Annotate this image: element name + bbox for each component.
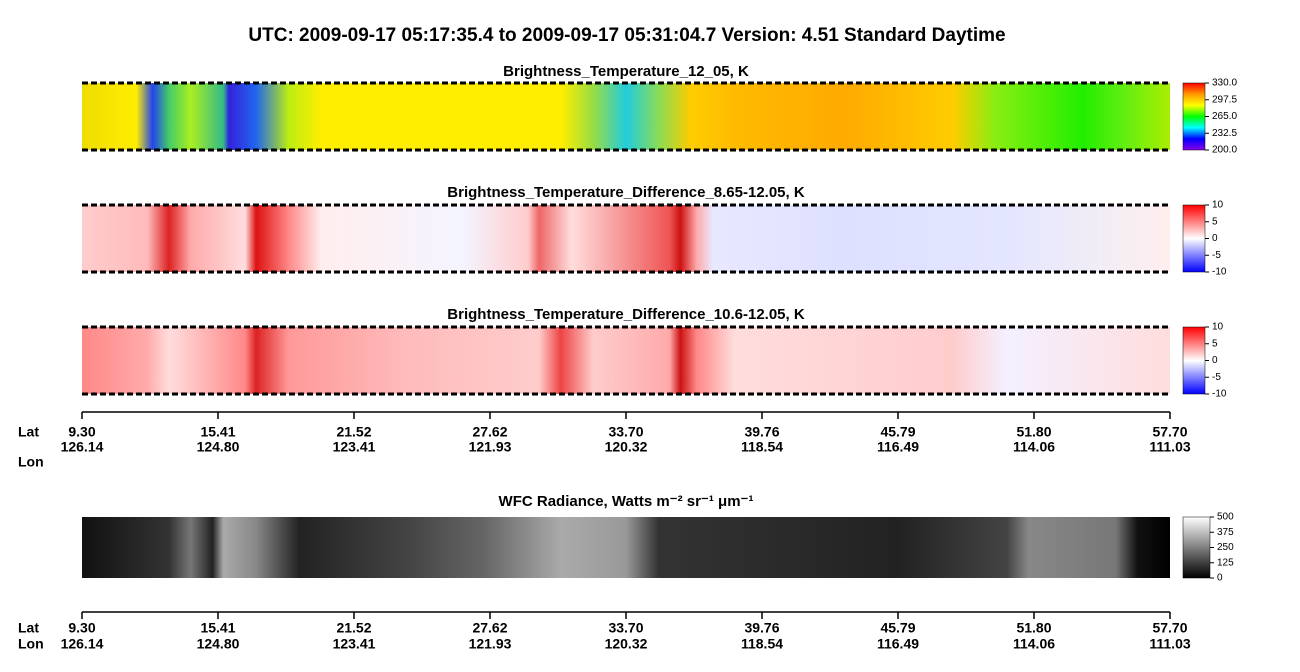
lat-label: 21.52 bbox=[336, 620, 371, 636]
colorbar bbox=[1182, 516, 1211, 579]
colorbar-tick-label: 5 bbox=[1212, 338, 1218, 349]
image-strip bbox=[82, 517, 1170, 578]
row-label: Lon bbox=[18, 636, 44, 652]
colorbar-tick-label: 375 bbox=[1217, 527, 1234, 538]
image-strip bbox=[82, 83, 1170, 150]
lat-label: 27.62 bbox=[472, 424, 507, 440]
colorbar-tick-label: 10 bbox=[1212, 322, 1224, 333]
panel-title: Brightness_Temperature_Difference_10.6-1… bbox=[447, 306, 805, 323]
lon-label: 111.03 bbox=[1149, 439, 1190, 455]
lat-label: 9.30 bbox=[68, 620, 95, 636]
colorbar-tick-label: 200.0 bbox=[1212, 145, 1237, 156]
lat-label: 21.52 bbox=[336, 424, 371, 440]
page-title: UTC: 2009-09-17 05:17:35.4 to 2009-09-17… bbox=[248, 25, 1005, 46]
lat-label: 51.80 bbox=[1016, 424, 1051, 440]
colorbar-tick-label: 232.5 bbox=[1212, 128, 1237, 139]
image-strip bbox=[82, 327, 1170, 394]
panel-title: WFC Radiance, Watts m⁻² sr⁻¹ μm⁻¹ bbox=[499, 493, 754, 510]
colorbar-tick-label: 125 bbox=[1217, 557, 1234, 568]
image-strip bbox=[82, 205, 1170, 272]
colorbar-tick-label: 330.0 bbox=[1212, 78, 1237, 89]
colorbar bbox=[1182, 82, 1206, 151]
lon-label: 120.32 bbox=[605, 439, 648, 455]
lon-label: 116.49 bbox=[877, 636, 919, 652]
lon-label: 116.49 bbox=[877, 439, 919, 455]
lon-label: 118.54 bbox=[741, 636, 783, 652]
colorbar bbox=[1182, 326, 1206, 395]
lat-label: 45.79 bbox=[880, 620, 915, 636]
lon-label: 121.93 bbox=[469, 439, 512, 455]
row-label: Lat bbox=[18, 620, 39, 636]
panel-title: Brightness_Temperature_12_05, K bbox=[503, 63, 749, 80]
lon-label: 123.41 bbox=[333, 439, 376, 455]
strip-borders bbox=[82, 81, 1170, 396]
lat-label: 39.76 bbox=[744, 424, 779, 440]
lat-label: 15.41 bbox=[200, 424, 235, 440]
lat-label: 57.70 bbox=[1152, 424, 1187, 440]
lon-label: 124.80 bbox=[197, 439, 240, 455]
lon-label: 124.80 bbox=[197, 636, 240, 652]
lat-label: 9.30 bbox=[68, 424, 95, 440]
lon-label: 126.14 bbox=[61, 439, 104, 455]
colorbar-tick-label: 500 bbox=[1217, 512, 1234, 523]
lat-label: 39.76 bbox=[744, 620, 779, 636]
colorbar bbox=[1182, 204, 1206, 273]
lat-label: 51.80 bbox=[1016, 620, 1051, 636]
lat-label: 15.41 bbox=[200, 620, 235, 636]
lon-label: 120.32 bbox=[605, 636, 648, 652]
lon-label: 123.41 bbox=[333, 636, 376, 652]
colorbar-tick-label: 0 bbox=[1217, 573, 1223, 584]
lat-label: 57.70 bbox=[1152, 620, 1187, 636]
lat-label: 33.70 bbox=[608, 620, 643, 636]
colorbar-tick-label: 265.0 bbox=[1212, 111, 1237, 122]
lat-label: 33.70 bbox=[608, 424, 643, 440]
colorbar-tick-label: -10 bbox=[1212, 389, 1227, 400]
lat-label: 45.79 bbox=[880, 424, 915, 440]
colorbar-tick-label: 297.5 bbox=[1212, 94, 1237, 105]
colorbar-tick-label: -5 bbox=[1212, 372, 1221, 383]
lon-label: 118.54 bbox=[741, 439, 783, 455]
colorbar-tick-label: 0 bbox=[1212, 355, 1218, 366]
colorbar-tick-label: 10 bbox=[1212, 200, 1224, 211]
panel-title: Brightness_Temperature_Difference_8.65-1… bbox=[447, 184, 805, 201]
row-label: Lat bbox=[18, 424, 39, 440]
lon-label: 126.14 bbox=[61, 636, 104, 652]
row-label: Lon bbox=[18, 454, 44, 470]
colorbar-tick-label: 5 bbox=[1212, 216, 1218, 227]
colorbar-tick-label: -5 bbox=[1212, 250, 1221, 261]
lat-label: 27.62 bbox=[472, 620, 507, 636]
colorbar-tick-label: 250 bbox=[1217, 542, 1234, 553]
colorbar-tick-label: 0 bbox=[1212, 233, 1218, 244]
lon-label: 114.06 bbox=[1013, 439, 1055, 455]
lon-label: 111.03 bbox=[1149, 636, 1190, 652]
lon-label: 121.93 bbox=[469, 636, 512, 652]
lon-label: 114.06 bbox=[1013, 636, 1055, 652]
colorbar-tick-label: -10 bbox=[1212, 267, 1227, 278]
